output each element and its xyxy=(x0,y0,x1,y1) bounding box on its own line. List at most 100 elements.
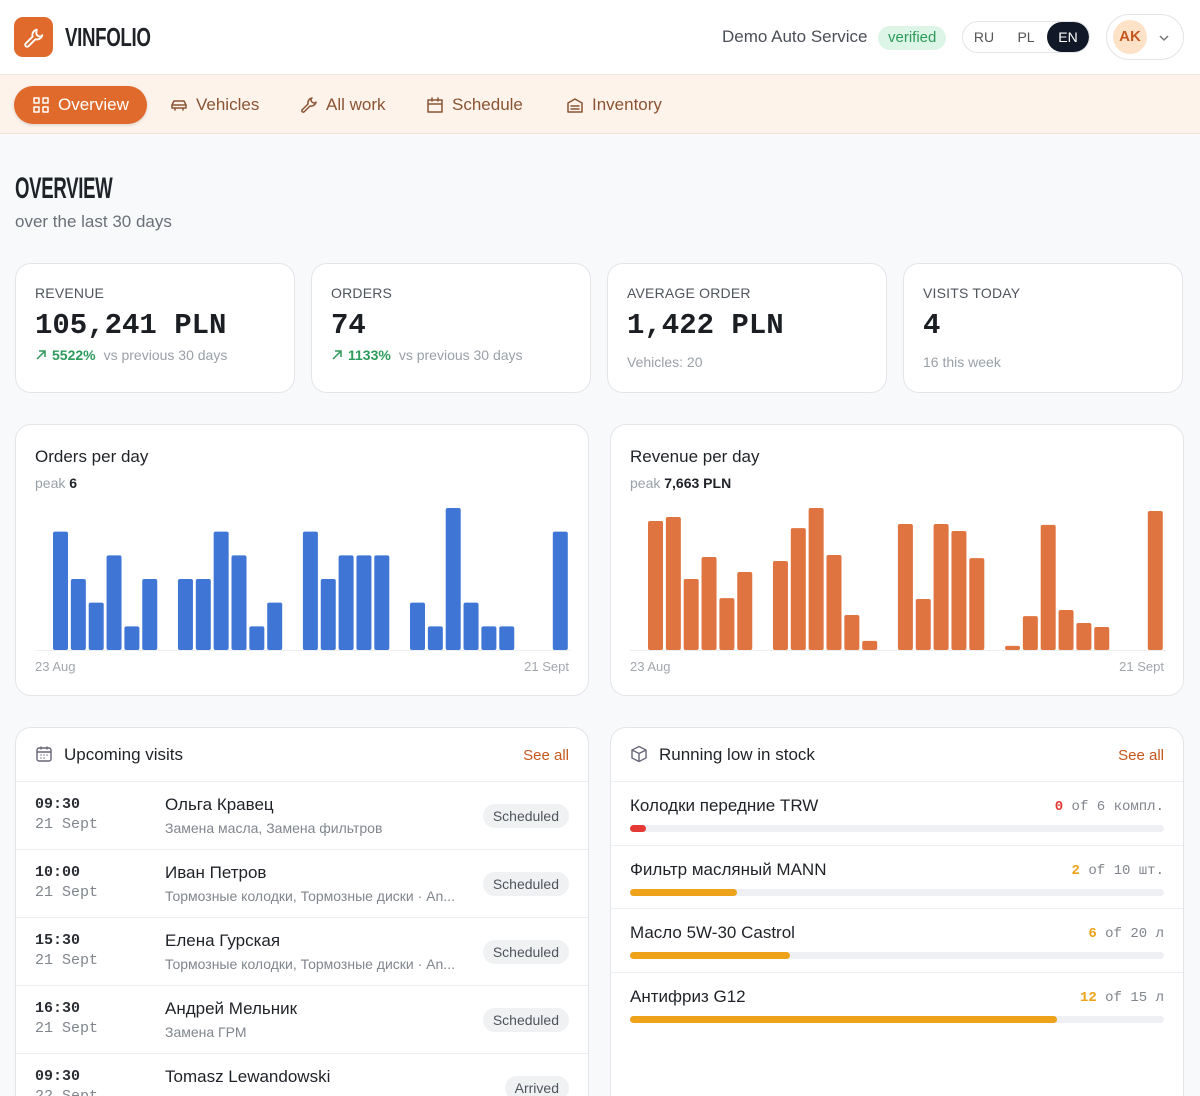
bar xyxy=(195,579,211,650)
stock-qty: 0 of 6 компл. xyxy=(1055,799,1164,815)
nav-item[interactable]: Vehicles xyxy=(152,86,277,124)
visit-row[interactable]: 15:30 21 Sept Елена Гурская Тормозные колод… xyxy=(16,918,588,986)
nav-item[interactable]: Schedule xyxy=(408,86,541,124)
user-menu[interactable]: AK xyxy=(1106,14,1184,60)
stock-track xyxy=(630,825,1164,832)
visits-card: Upcoming visits See all 09:30 21 Sept Ольг… xyxy=(15,727,589,1096)
stock-card: Running low in stock See all Колодки пер… xyxy=(610,727,1184,1096)
language-option[interactable]: PL xyxy=(1017,29,1035,45)
stock-total: 6 xyxy=(1096,799,1106,815)
nav-icon xyxy=(567,98,583,113)
logo[interactable] xyxy=(14,17,53,57)
chart-card: Revenue per day peak 7,663 PLN 23 Aug 21 Se… xyxy=(610,424,1184,696)
chevron xyxy=(1159,35,1169,42)
bar xyxy=(88,602,104,650)
stock-track xyxy=(630,888,1164,896)
nav-icon-path xyxy=(33,97,49,113)
stock-track xyxy=(630,1015,1164,1023)
workspace-name: Demo Auto Service xyxy=(722,27,868,46)
bar xyxy=(683,579,699,650)
page-subtitle: over the last 30 days xyxy=(15,212,172,231)
kpi-value: 74 xyxy=(331,309,366,342)
nav-item[interactable]: Inventory xyxy=(548,86,680,124)
stock-name: Колодки передние TRW xyxy=(630,796,819,815)
stock-qty: 6 of 20 л xyxy=(1088,926,1164,942)
nav-item[interactable]: All work xyxy=(282,86,404,124)
brand[interactable]: VINFOLIO xyxy=(65,22,151,52)
kpi-label: VISITS TODAY xyxy=(923,285,1021,301)
visit-name: Андрей Мельник xyxy=(165,999,298,1018)
bar xyxy=(648,521,663,650)
bar xyxy=(808,508,824,650)
bar xyxy=(302,531,318,650)
bar xyxy=(844,614,860,650)
bar xyxy=(142,579,158,650)
bar xyxy=(1076,622,1092,650)
stock-count: 2 xyxy=(1071,862,1080,879)
page-title: OVERVIEW xyxy=(15,172,113,205)
visit-row[interactable]: 10:00 21 Sept Иван Петров Тормозные колодки… xyxy=(16,850,588,918)
stock-of: of xyxy=(1071,799,1089,815)
top-bar: VINFOLIO Demo Auto Service verified RU PL… xyxy=(0,0,1200,75)
visit-row[interactable]: 09:30 22 Sept Tomasz Lewandowski Arrived xyxy=(16,1054,588,1096)
bar xyxy=(915,599,931,650)
stock-total: 20 xyxy=(1130,926,1148,942)
visit-status: Scheduled xyxy=(482,872,569,896)
visit-date: 21 Sept xyxy=(35,1020,99,1037)
bar xyxy=(1005,645,1020,650)
visit-row[interactable]: 09:30 21 Sept Ольга Кравец Замена масла, За… xyxy=(16,782,588,850)
visit-name: Tomasz Lewandowski xyxy=(165,1067,331,1086)
visit-status: Scheduled xyxy=(482,940,569,964)
language-option[interactable]: EN xyxy=(1047,22,1089,52)
stock-fill xyxy=(630,888,737,896)
bar xyxy=(772,561,788,650)
kpi-label: ORDERS xyxy=(331,285,393,301)
bar xyxy=(481,626,497,650)
visit-services: Замена ГРМ xyxy=(165,1024,247,1040)
visit-date: 21 Sept xyxy=(35,816,99,833)
stock-name: Масло 5W-30 Castrol xyxy=(630,923,795,942)
calendar-icon xyxy=(36,746,52,762)
visit-status: Arrived xyxy=(504,1076,569,1096)
nav-item[interactable]: Overview xyxy=(14,86,147,124)
chart xyxy=(630,508,1166,651)
bar xyxy=(701,556,717,650)
bar xyxy=(463,602,479,650)
bar xyxy=(177,579,193,650)
bar xyxy=(320,579,336,650)
language-option[interactable]: RU xyxy=(973,29,995,45)
stock-see-all[interactable]: See all xyxy=(1118,747,1164,764)
bar xyxy=(445,508,461,650)
bar xyxy=(356,555,372,650)
visit-row[interactable]: 16:30 21 Sept Андрей Мельник Замена ГРМ Sche… xyxy=(16,986,588,1054)
stock-of: of xyxy=(1105,989,1122,1006)
bar xyxy=(665,516,681,650)
kpi-sub: 5522% vs previous 30 days xyxy=(35,347,227,363)
kpi-label: REVENUE xyxy=(35,285,105,301)
stock-of: of xyxy=(1088,862,1106,879)
kpi-card: AVERAGE ORDER 1,422 PLN Vehicles: 20 xyxy=(607,263,887,393)
verified-badge: verified xyxy=(878,26,947,50)
visit-name: Елена Гурская xyxy=(165,931,281,950)
peak-value: 7,663 PLN xyxy=(664,475,732,491)
bar xyxy=(1022,616,1038,650)
stock-unit: л xyxy=(1155,926,1164,942)
kpi-change: 5522% xyxy=(52,347,96,363)
kpi-note: vs previous 30 days xyxy=(103,347,228,363)
nav-icon xyxy=(301,97,317,113)
bar xyxy=(124,626,140,650)
visit-services: Тормозные колодки, Тормозные диски · An.… xyxy=(165,956,455,972)
bar xyxy=(427,626,443,650)
visits-see-all[interactable]: See all xyxy=(523,747,569,764)
visit-services: Тормозные колодки, Тормозные диски · An.… xyxy=(165,888,455,904)
kpi-note: vs previous 30 days xyxy=(398,347,523,363)
visit-time: 10:00 xyxy=(35,864,81,881)
x-start-label: 23 Aug xyxy=(35,659,76,674)
bar xyxy=(267,602,283,650)
stock-unit: л xyxy=(1155,989,1164,1006)
kpi-change: 1133% xyxy=(348,347,391,363)
visits-header: Upcoming visits See all xyxy=(16,728,588,782)
stock-of: of xyxy=(1105,926,1122,942)
